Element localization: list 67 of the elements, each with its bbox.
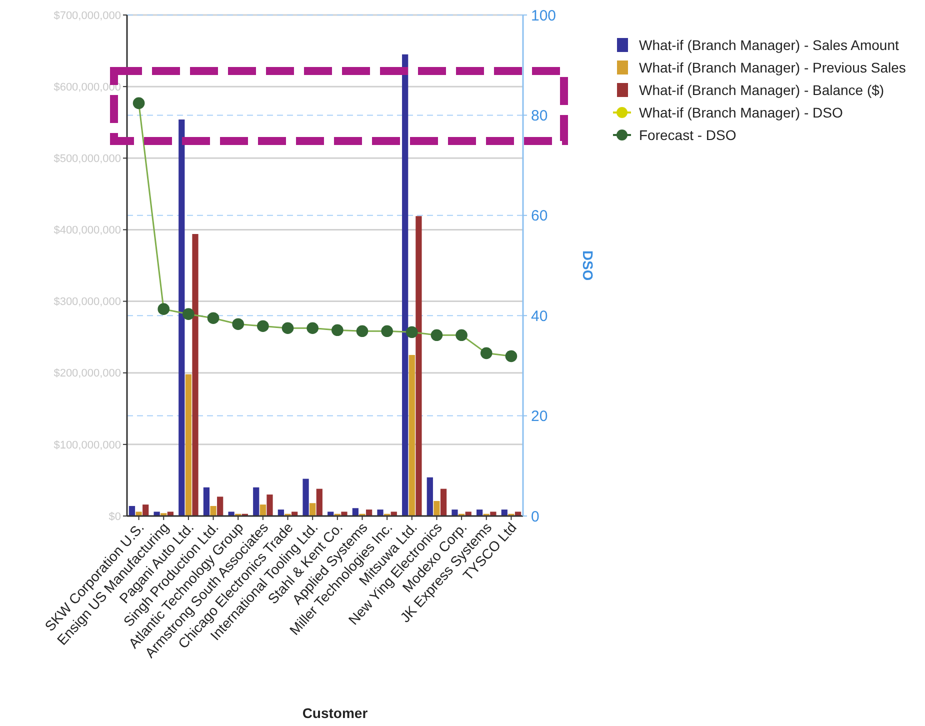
point (406, 326, 418, 338)
bar (210, 506, 216, 516)
bar (167, 512, 174, 516)
point (480, 347, 492, 360)
bar (434, 500, 440, 516)
y2-tick-label: 0 (531, 508, 540, 526)
point (456, 329, 468, 342)
bar (253, 487, 260, 516)
bar (402, 54, 408, 516)
point (306, 322, 319, 334)
bar (302, 478, 309, 516)
bar (341, 512, 348, 516)
bar (203, 487, 210, 516)
point (182, 308, 194, 320)
point (232, 318, 244, 330)
legend-label: What-if (Branch Manager) - Balance ($) (639, 82, 884, 98)
bar (416, 216, 422, 516)
point (381, 325, 393, 338)
bar (465, 512, 472, 516)
bar (514, 512, 522, 516)
y2-tick-label: 40 (531, 308, 548, 325)
legend-label: What-if (Branch Manager) - DSO (639, 104, 843, 120)
bar (366, 510, 372, 516)
bar (328, 512, 334, 516)
point (331, 324, 344, 336)
y2-tick-label: 20 (531, 408, 548, 426)
bar (377, 510, 384, 516)
point (505, 350, 518, 362)
bar (217, 496, 224, 516)
x-axis-title: Customer (302, 705, 368, 721)
legend-label: What-if (Branch Manager) - Sales Amount (639, 36, 899, 53)
bar (390, 512, 397, 516)
bar (266, 494, 273, 516)
point (132, 97, 145, 110)
y2-axis-title: DSO (580, 250, 596, 281)
bar (142, 504, 149, 516)
bar (292, 512, 298, 516)
bar (228, 512, 234, 516)
point (207, 312, 220, 324)
y2-tick-label: 100 (531, 7, 556, 24)
bar (501, 510, 508, 516)
bar (352, 508, 358, 516)
legend-label: Forecast - DSO (639, 126, 736, 143)
point (430, 329, 443, 342)
bar (154, 512, 160, 516)
bar (136, 512, 142, 516)
bar (185, 374, 192, 516)
bar (278, 510, 284, 516)
bar (316, 488, 322, 516)
bar (310, 503, 316, 516)
bar (128, 506, 136, 516)
bar (426, 477, 433, 516)
point (356, 325, 368, 338)
legend-label: What-if (Branch Manager) - Previous Sales (639, 59, 906, 76)
bar (408, 354, 415, 516)
point (257, 320, 269, 332)
bar (440, 488, 447, 516)
bar (260, 504, 266, 516)
bar (476, 510, 483, 516)
y2-tick-label: 80 (531, 107, 548, 124)
bar (192, 234, 198, 516)
bar (178, 119, 185, 516)
bar (452, 510, 458, 516)
bar (490, 512, 496, 516)
y2-tick-label: 60 (531, 208, 548, 225)
point (158, 303, 170, 315)
point (282, 322, 294, 334)
